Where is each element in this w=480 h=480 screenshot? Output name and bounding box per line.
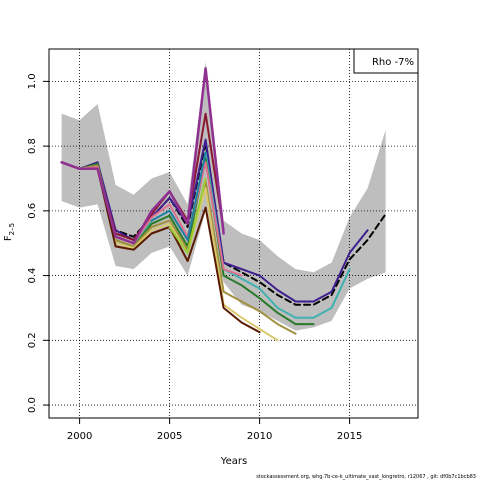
y-tick-label-4: 0.8 xyxy=(27,138,38,154)
confidence-band-layer xyxy=(61,61,386,331)
y-tick-label-2: 0.4 xyxy=(27,268,38,284)
series-line-10 xyxy=(150,151,207,241)
x-axis-title: Years xyxy=(220,456,247,467)
series-line-9 xyxy=(60,67,225,245)
y-tick-label-0: 0.0 xyxy=(27,397,38,413)
plot-frame xyxy=(48,48,419,419)
legend-box xyxy=(353,48,419,74)
x-tick-label-3: 2015 xyxy=(337,431,362,442)
series-layer xyxy=(60,67,387,342)
series-line-11 xyxy=(168,177,207,254)
y-tick-label-5: 1.0 xyxy=(27,73,38,89)
legend-text: Rho -7% xyxy=(372,57,414,68)
x-axis: 2000 2005 2010 2015 xyxy=(67,418,362,442)
footer-credit: stockassessment.org, whg.7b-ce-k_ultimat… xyxy=(256,474,476,480)
series-line-1 xyxy=(60,138,369,303)
x-tick-label-2: 2010 xyxy=(247,431,272,442)
x-tick-label-0: 2000 xyxy=(67,431,92,442)
y-tick-label-3: 0.6 xyxy=(27,203,38,219)
y-axis: 0.0 0.2 0.4 0.6 0.8 1.0 xyxy=(27,73,49,413)
confidence-band xyxy=(61,61,386,331)
y-axis-title: F2–5 xyxy=(3,223,16,241)
x-tick-label-1: 2005 xyxy=(157,431,182,442)
y-tick-label-1: 0.2 xyxy=(27,332,38,348)
y-axis-title-main: F xyxy=(3,235,14,241)
legend: Rho -7% xyxy=(353,48,419,74)
y-axis-title-subscript: 2–5 xyxy=(8,223,16,235)
